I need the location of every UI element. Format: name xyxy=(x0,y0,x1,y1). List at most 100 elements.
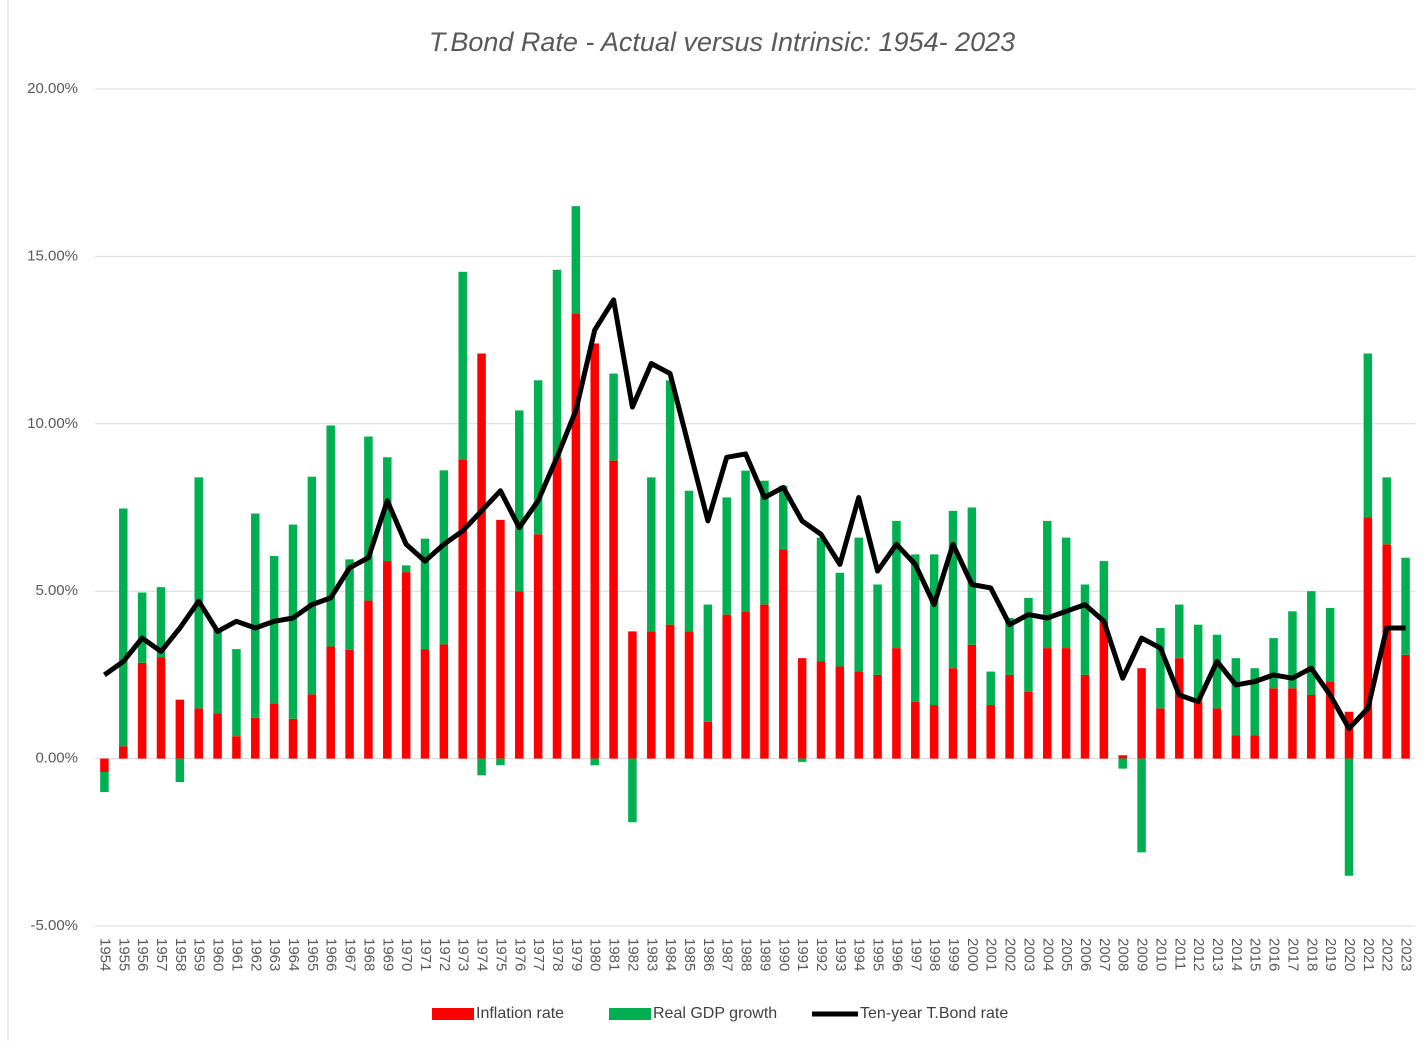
bar xyxy=(232,736,241,759)
bar xyxy=(156,587,166,658)
x-tick-label: 1996 xyxy=(888,938,905,971)
bar xyxy=(1382,477,1391,545)
bar xyxy=(590,758,599,766)
bar xyxy=(986,705,995,759)
bar xyxy=(533,534,543,759)
bar xyxy=(1193,701,1203,759)
bar xyxy=(345,559,354,650)
bar xyxy=(1231,735,1241,759)
bar xyxy=(1325,681,1335,759)
x-tick-label: 1999 xyxy=(945,938,962,971)
bar xyxy=(1099,621,1109,759)
bar xyxy=(307,694,317,759)
bar xyxy=(326,425,335,647)
x-tick-label: 1980 xyxy=(587,938,604,971)
bar xyxy=(1401,654,1410,759)
x-tick-label: 1955 xyxy=(115,938,132,971)
bar xyxy=(1382,544,1391,759)
bar xyxy=(1024,691,1033,759)
bar xyxy=(873,674,882,759)
bar xyxy=(213,629,222,714)
x-tick-label: 1972 xyxy=(436,938,453,971)
bar xyxy=(892,520,901,649)
x-tick-label: 2015 xyxy=(1247,938,1264,971)
bar xyxy=(288,524,298,719)
bar xyxy=(948,510,958,669)
bar xyxy=(194,708,203,759)
bar xyxy=(1175,604,1184,659)
x-tick-label: 2017 xyxy=(1284,938,1301,971)
legend-label: Real GDP growth xyxy=(653,1005,777,1022)
legend-swatch xyxy=(432,1008,474,1020)
bar xyxy=(571,206,581,314)
bar xyxy=(515,410,524,592)
x-tick-label: 2016 xyxy=(1266,938,1283,971)
x-tick-label: 1992 xyxy=(813,938,830,971)
x-tick-label: 2021 xyxy=(1360,938,1377,971)
bar xyxy=(741,611,750,759)
x-tick-label: 2014 xyxy=(1228,938,1245,971)
bar xyxy=(1156,628,1165,709)
x-tick-label: 1985 xyxy=(681,938,698,971)
bar xyxy=(665,380,675,625)
bar xyxy=(1250,668,1259,736)
x-tick-label: 1964 xyxy=(285,938,302,971)
bar xyxy=(213,713,222,759)
x-tick-label: 1993 xyxy=(832,938,849,971)
bar xyxy=(703,604,713,722)
y-tick-label: 0.00% xyxy=(35,750,78,767)
bar xyxy=(929,705,939,759)
y-tick-label: 20.00% xyxy=(27,80,78,97)
x-tick-label: 2001 xyxy=(983,938,1000,971)
x-tick-label: 2000 xyxy=(964,938,981,971)
x-tick-label: 2007 xyxy=(1096,938,1113,971)
bar xyxy=(552,269,562,458)
bar xyxy=(1156,708,1165,759)
bar xyxy=(364,436,373,601)
bar xyxy=(892,648,901,759)
bar xyxy=(722,497,731,615)
x-tick-label: 1954 xyxy=(96,938,113,971)
bar xyxy=(439,644,449,759)
bar xyxy=(1043,520,1052,649)
x-tick-label: 1969 xyxy=(379,938,396,971)
x-tick-label: 1982 xyxy=(624,938,641,971)
bar xyxy=(100,758,109,772)
x-tick-label: 2009 xyxy=(1134,938,1151,971)
y-tick-label: -5.00% xyxy=(30,917,78,934)
bar xyxy=(1061,537,1071,649)
bar xyxy=(647,477,656,632)
x-tick-label: 2005 xyxy=(1058,938,1075,971)
bar xyxy=(269,703,279,759)
x-tick-label: 1958 xyxy=(172,938,189,971)
bar xyxy=(967,644,977,759)
bar xyxy=(119,508,128,747)
bar xyxy=(760,604,769,759)
x-tick-label: 2019 xyxy=(1322,938,1339,971)
bar xyxy=(496,758,505,766)
bar xyxy=(797,758,807,762)
x-tick-label: 1988 xyxy=(738,938,755,971)
bar xyxy=(609,373,618,461)
x-tick-label: 1965 xyxy=(304,938,321,971)
x-tick-label: 1994 xyxy=(851,938,868,971)
bar xyxy=(722,614,731,759)
bar xyxy=(515,591,524,759)
x-tick-label: 1956 xyxy=(134,938,151,971)
bar xyxy=(251,717,260,759)
bar xyxy=(232,649,241,737)
bar xyxy=(383,561,392,759)
x-tick-label: 1970 xyxy=(398,938,415,971)
bar xyxy=(1193,624,1203,702)
x-tick-label: 1967 xyxy=(342,938,359,971)
bar xyxy=(364,600,373,759)
x-tick-label: 1960 xyxy=(210,938,227,971)
bar xyxy=(1118,755,1127,759)
bar xyxy=(929,554,939,706)
bar xyxy=(100,771,109,793)
bar xyxy=(458,459,467,759)
bar xyxy=(873,584,882,675)
x-tick-label: 1981 xyxy=(606,938,623,971)
bar xyxy=(1118,758,1127,769)
